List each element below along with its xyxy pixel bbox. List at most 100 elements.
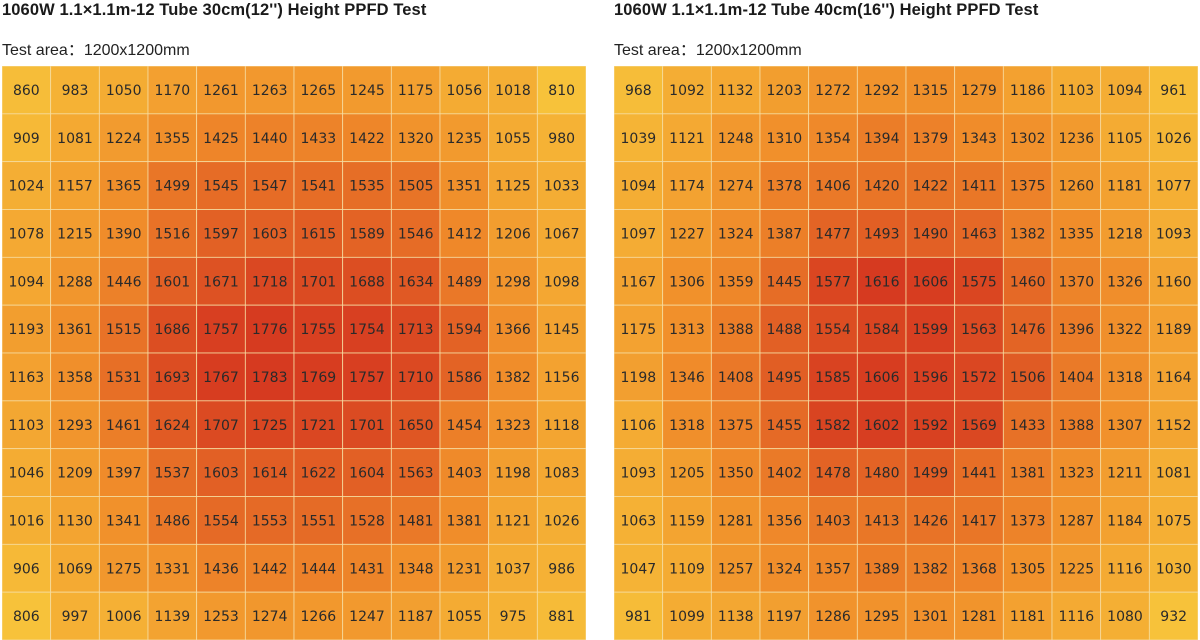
heatmap-cell-label: 1757 (203, 322, 239, 338)
heatmap-cell-label: 1442 (252, 561, 288, 577)
heatmap-cell-label: 1248 (718, 131, 754, 147)
heatmap-cell (856, 209, 907, 258)
heatmap-cell-label: 1382 (495, 370, 531, 386)
heatmap-cell (1100, 400, 1150, 450)
heatmap-cell-label: 1388 (1059, 418, 1095, 434)
heatmap-cell-label: 1116 (1059, 609, 1095, 625)
heatmap-cell (808, 304, 858, 354)
heatmap-cell-label: 1493 (864, 226, 900, 242)
heatmap-cell-label: 1584 (864, 322, 900, 338)
heatmap-cell-label: 1050 (106, 83, 142, 99)
heatmap-cell (759, 161, 810, 210)
heatmap-cell (196, 209, 246, 258)
heatmap-cell (710, 448, 761, 497)
heatmap-cell-label: 1373 (1010, 513, 1046, 529)
heatmap-cell-label: 1184 (1107, 513, 1143, 529)
heatmap-cell (196, 161, 246, 210)
heatmap-cell (50, 496, 100, 545)
heatmap-cell (1148, 448, 1198, 497)
heatmap-cell-label: 1402 (767, 466, 803, 482)
heatmap-cell (50, 66, 100, 115)
heatmap-cell-label: 1302 (1010, 131, 1046, 147)
heatmap-cell-label: 1594 (447, 322, 483, 338)
heatmap-cell (196, 304, 246, 354)
heatmap-cell (905, 352, 956, 402)
heatmap-cell (147, 400, 198, 450)
heatmap-cell-label: 1440 (252, 131, 288, 147)
heatmap-cell-label: 1081 (1156, 466, 1192, 482)
heatmap-cell-label: 1175 (398, 83, 434, 99)
heatmap-cell (439, 352, 490, 402)
heatmap-cell-label: 1359 (718, 274, 754, 290)
heatmap-cell-label: 1707 (203, 418, 239, 434)
heatmap-cell-label: 1553 (252, 513, 288, 529)
heatmap-cell-label: 1263 (252, 83, 288, 99)
heatmap-cell (293, 66, 344, 115)
heatmap-cell-label: 1531 (106, 370, 142, 386)
heatmap-cell-label: 1324 (767, 561, 803, 577)
heatmap-cell (98, 256, 149, 306)
heatmap-cell-label: 1516 (155, 226, 191, 242)
heatmap-cell (2, 591, 52, 640)
heatmap-cell (536, 304, 586, 354)
heatmap-cell (390, 113, 441, 163)
heatmap-cell-label: 1018 (495, 83, 531, 99)
heatmap-cell (662, 256, 712, 306)
heatmap-grid-40cm: 968 1092 1132 1203 1272 1292 1315 1279 1186 1103 1… (614, 66, 1198, 640)
heatmap-cell (1051, 543, 1102, 593)
heatmap-cell-label: 1097 (621, 226, 657, 242)
heatmap-cell (954, 304, 1004, 354)
heatmap-cell (536, 113, 586, 163)
heatmap-cell-label: 1075 (1156, 513, 1192, 529)
heatmap-cell (439, 113, 490, 163)
heatmap-cell (244, 543, 295, 593)
heatmap-cell (390, 66, 441, 115)
heatmap-cell-label: 1366 (495, 322, 531, 338)
heatmap-cell (905, 256, 956, 306)
heatmap-cell-label: 1370 (1059, 274, 1095, 290)
heatmap-cell-label: 1535 (349, 179, 385, 195)
heatmap-cell-label: 1404 (1059, 370, 1095, 386)
heatmap-cell-label: 1375 (1010, 179, 1046, 195)
heatmap-cell (244, 209, 295, 258)
heatmap-cell (196, 400, 246, 450)
heatmap-cell (614, 66, 664, 115)
heatmap-cell (342, 256, 392, 306)
heatmap-cell (98, 352, 149, 402)
heatmap-cell-label: 1163 (9, 370, 45, 386)
heatmap-cell-label: 1390 (106, 226, 142, 242)
heatmap-cell-label: 1093 (621, 466, 657, 482)
heatmap-cell-label: 1094 (9, 274, 45, 290)
heatmap-cell-label: 1055 (447, 609, 483, 625)
heatmap-cell-label: 1596 (913, 370, 949, 386)
heatmap-cell (488, 304, 538, 354)
heatmap-cell (244, 256, 295, 306)
heatmap-cell (390, 591, 441, 640)
heatmap-cell-label: 1597 (203, 226, 239, 242)
heatmap-cell (808, 496, 858, 545)
heatmap-cell (856, 256, 907, 306)
heatmap-cell (98, 209, 149, 258)
heatmap-cell-label: 1436 (203, 561, 239, 577)
heatmap-cell (1100, 209, 1150, 258)
chart-title: 1060W 1.1×1.1m-12 Tube 40cm(16'') Height… (614, 1, 1039, 19)
heatmap-cell-label: 1420 (864, 179, 900, 195)
heatmap-cell-label: 1156 (544, 370, 580, 386)
heatmap-cell (1100, 591, 1150, 640)
heatmap-cell-label: 1206 (495, 226, 531, 242)
heatmap-cell (710, 161, 761, 210)
heatmap-cell (293, 304, 344, 354)
heatmap-cell (954, 448, 1004, 497)
heatmap-cell-label: 1205 (669, 466, 705, 482)
heatmap-cell-label: 1093 (1156, 226, 1192, 242)
heatmap-cell-label: 860 (13, 83, 40, 99)
heatmap-cell-label: 1103 (1059, 83, 1095, 99)
heatmap-cell-label: 1599 (913, 322, 949, 338)
heatmap-cell-label: 1589 (349, 226, 385, 242)
heatmap-cell-label: 1411 (961, 179, 997, 195)
heatmap-cell-label: 961 (1160, 83, 1187, 99)
heatmap-cell-label: 1356 (767, 513, 803, 529)
heatmap-svg-30cm: 860 983 1050 1170 1261 1263 1265 1245 1175 1056 10… (2, 66, 586, 640)
heatmap-cell-label: 1231 (447, 561, 483, 577)
heatmap-cell (2, 448, 52, 497)
